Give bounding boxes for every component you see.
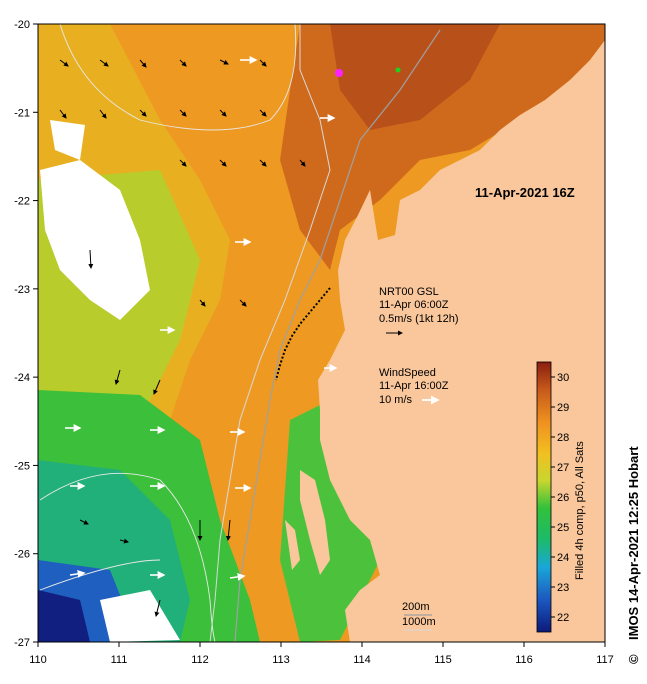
current-legend-time: 11-Apr 06:00Z xyxy=(379,299,449,311)
colorbar-tick-label: 23 xyxy=(557,582,569,594)
map-frame xyxy=(37,23,606,643)
x-axis: 110 111 112 113 114 115 116 117 xyxy=(29,642,614,666)
wind-arrows xyxy=(65,56,338,581)
wind-legend-scale: 10 m/s xyxy=(379,394,413,406)
cloud-gap xyxy=(100,590,180,642)
colorbar-tick-label: 25 xyxy=(557,522,569,534)
y-tick-label: -26 xyxy=(14,549,30,561)
wind-contour xyxy=(59,24,297,131)
cloud-gap xyxy=(40,160,150,320)
colorbar xyxy=(536,361,552,633)
x-tick-label: 117 xyxy=(596,654,614,666)
depth-contour-1000m xyxy=(209,24,331,642)
x-tick-label: 112 xyxy=(191,654,209,666)
wind-contour xyxy=(39,559,161,591)
y-tick-label: -21 xyxy=(14,107,30,119)
land-mass xyxy=(318,24,605,642)
land-peninsula xyxy=(300,470,330,575)
wind-legend-time: 11-Apr 16:00Z xyxy=(379,380,449,392)
copyright-symbol: © xyxy=(626,654,641,664)
colorbar-tick-label: 29 xyxy=(557,402,569,414)
y-tick-label: -23 xyxy=(14,284,30,296)
x-tick-label: 115 xyxy=(434,654,452,666)
y-tick-label: -25 xyxy=(14,460,30,472)
current-legend-scale: 0.5m/s (1kt 12h) xyxy=(379,313,458,325)
colorbar-tick-label: 27 xyxy=(557,462,569,474)
cloud-gap xyxy=(50,120,85,160)
hottest-sst-region xyxy=(330,24,500,130)
depth-legend-1000m: 1000m xyxy=(402,616,436,628)
coldest-sst-region xyxy=(38,590,90,642)
y-tick-label: -20 xyxy=(14,19,30,31)
x-tick-label: 114 xyxy=(353,654,371,666)
credit-label: IMOS 14-Apr-2021 12:25 Hobart xyxy=(626,446,641,640)
x-tick-label: 116 xyxy=(515,654,533,666)
colorbar-tick-label: 24 xyxy=(557,552,569,564)
colorbar-label: Filled 4h comp, p50, All Sats xyxy=(574,441,586,580)
current-legend-title: NRT00 GSL xyxy=(379,286,439,298)
x-tick-label: 110 xyxy=(29,654,47,666)
y-axis: -20 -21 -22 -23 -24 -25 -26 -27 xyxy=(14,19,38,649)
colorbar-ticks: 30 29 28 27 26 25 24 23 22 xyxy=(551,372,569,624)
colorbar-tick-label: 28 xyxy=(557,432,569,444)
land-island xyxy=(285,520,300,570)
map-plot-area xyxy=(38,24,605,642)
date-label: 11-Apr-2021 16Z xyxy=(475,185,575,200)
current-arrows xyxy=(59,59,306,617)
station-marker xyxy=(335,69,343,77)
x-tick-label: 111 xyxy=(111,654,128,666)
wind-contour xyxy=(39,472,216,642)
station-marker xyxy=(395,67,401,73)
depth-contour-200m xyxy=(234,29,441,642)
y-tick-label: -22 xyxy=(14,196,30,208)
colorbar-tick-label: 22 xyxy=(557,612,569,624)
colorbar-tick-label: 26 xyxy=(557,492,569,504)
y-tick-label: -27 xyxy=(14,637,30,649)
wind-legend-title: WindSpeed xyxy=(379,367,436,379)
depth-legend-200m: 200m xyxy=(402,601,430,613)
y-tick-label: -24 xyxy=(14,372,30,384)
x-tick-label: 113 xyxy=(272,654,290,666)
colorbar-tick-label: 30 xyxy=(557,372,569,384)
